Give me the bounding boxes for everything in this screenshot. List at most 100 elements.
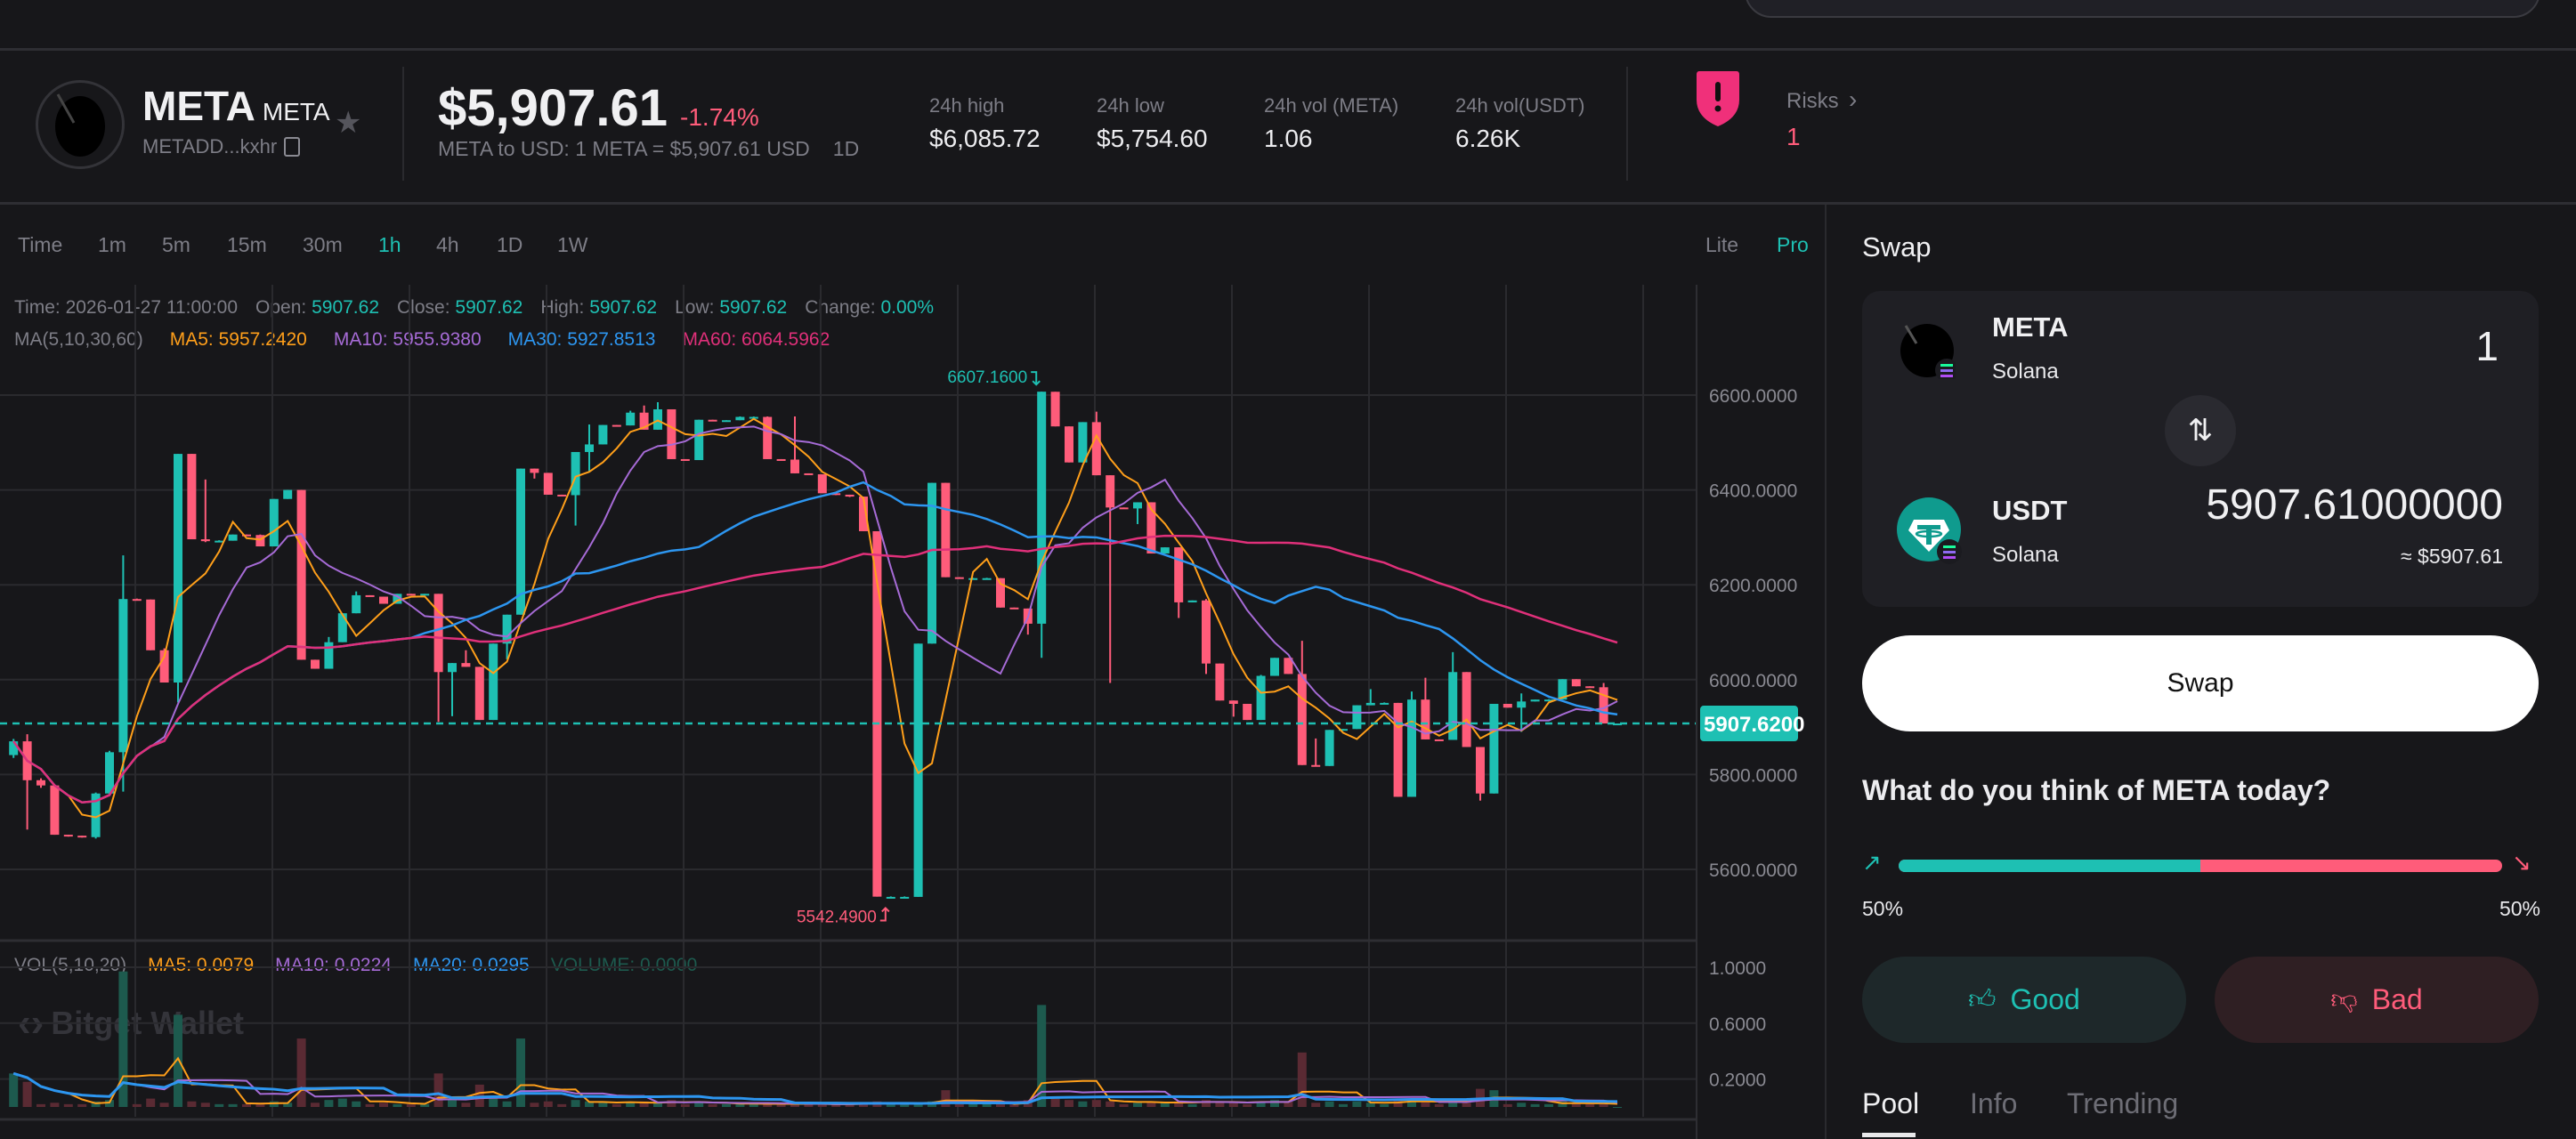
volume-bar (982, 1103, 992, 1107)
candle-body (296, 489, 306, 660)
favorite-star-icon[interactable]: ★ (335, 106, 362, 140)
timeframe-30m[interactable]: 30m (303, 233, 343, 256)
watermark-logo: ‹› Bitget Wallet (18, 1001, 244, 1045)
candle (626, 410, 636, 426)
volume-bar (502, 1101, 512, 1107)
candle (1365, 689, 1375, 706)
mode-lite[interactable]: Lite (1705, 233, 1739, 256)
volume-bar (612, 1103, 621, 1107)
candle (406, 594, 416, 596)
volume-bar (1571, 1103, 1581, 1107)
candle (365, 594, 375, 597)
from-token-chain: Solana (1992, 359, 2059, 384)
candle (571, 451, 580, 526)
volume-bar (913, 1103, 923, 1107)
to-token-icon[interactable] (1896, 497, 1967, 568)
timeframe-1d[interactable]: 1D (497, 233, 523, 256)
candle (1599, 683, 1608, 724)
tab-trending[interactable]: Trending (2067, 1087, 2179, 1119)
from-token-icon[interactable] (1900, 324, 1958, 382)
candle-body (379, 596, 388, 604)
search-bar[interactable] (1745, 0, 2540, 18)
last-price-label: 5907.6200 (1704, 713, 1804, 737)
volume-bar (1476, 1088, 1485, 1107)
candle-body (1228, 700, 1238, 704)
candle-body (749, 416, 758, 419)
candle (1339, 729, 1348, 731)
candle-body (954, 577, 964, 579)
good-button[interactable]: 👍︎ Good (1862, 957, 2186, 1043)
mode-pro[interactable]: Pro (1777, 233, 1809, 256)
candle-body (474, 666, 484, 721)
volume-ma-lines (12, 1056, 1618, 1105)
volume-bar (1530, 1103, 1540, 1107)
timeframe-1w[interactable]: 1W (557, 233, 588, 256)
from-amount-input[interactable] (2225, 320, 2500, 372)
candle-body (1489, 703, 1499, 794)
volume-bar (77, 1103, 87, 1107)
risks-button[interactable]: Risks › 1 (1696, 69, 1963, 150)
candle-body (1078, 422, 1088, 463)
bad-button[interactable]: 👎︎ Bad (2215, 957, 2539, 1043)
candle (543, 473, 553, 495)
candle-body (585, 444, 594, 452)
token-header (0, 51, 2576, 205)
min-price-label: 5542.4900 (797, 908, 877, 926)
volume-tick-label: 1.0000 (1709, 958, 1766, 979)
candle-body (311, 659, 320, 669)
candle (1517, 693, 1527, 732)
candle (598, 424, 608, 445)
volume-bar (928, 1101, 936, 1107)
timeframe-15m[interactable]: 15m (227, 233, 267, 256)
candle-body (36, 780, 45, 786)
candle (379, 596, 388, 604)
volume-bar (1202, 1100, 1211, 1107)
candle-body (255, 535, 265, 547)
candle (1544, 699, 1553, 702)
max-price-label: 6607.1600 (947, 368, 1027, 387)
timeframe-1h[interactable]: 1h (378, 233, 401, 256)
candle-body (1421, 699, 1430, 739)
volume-bar (22, 1081, 32, 1107)
tab-info[interactable]: Info (1970, 1087, 2018, 1119)
candle-body (735, 416, 745, 421)
swap-direction-button[interactable]: ⇅ (2165, 395, 2236, 466)
tab-pool[interactable]: Pool (1862, 1087, 1920, 1119)
candle (1009, 607, 1019, 610)
volume-bar (763, 1103, 773, 1107)
volume-bar (1256, 1101, 1266, 1107)
candle (1297, 641, 1307, 765)
volume-bar (420, 1103, 430, 1107)
copy-icon[interactable] (284, 137, 301, 157)
volume-bar (804, 1103, 814, 1107)
candle-body (50, 785, 60, 836)
candle-body (1544, 699, 1553, 702)
candle-body (530, 468, 539, 473)
volume-bar (474, 1084, 484, 1107)
swap-button[interactable]: Swap (1862, 635, 2539, 731)
candle (530, 468, 539, 479)
timeframe-4h[interactable]: 4h (436, 233, 459, 256)
candle-body (502, 614, 512, 644)
token-name: META (142, 83, 255, 129)
volume-bar (1407, 1098, 1416, 1107)
candle-body (886, 896, 895, 899)
timeframe-5m[interactable]: 5m (162, 233, 190, 256)
volume-bar (598, 1103, 608, 1107)
timeframe-time[interactable]: Time (18, 233, 63, 256)
volume-bar (1448, 1101, 1458, 1107)
volume-bar (1311, 1103, 1321, 1107)
volume-bar (585, 1101, 594, 1107)
volume-bar (1434, 1103, 1444, 1107)
candle (269, 498, 279, 547)
ma-lines (0, 371, 1697, 922)
volume-bar (461, 1103, 471, 1107)
candle (735, 416, 745, 421)
candle (77, 836, 87, 838)
to-token-symbol: USDT (1992, 495, 2068, 526)
candle-body (1434, 739, 1444, 741)
timeframe-1m[interactable]: 1m (98, 233, 126, 256)
candle (1558, 679, 1567, 700)
swap-arrows-icon: ⇅ (2187, 414, 2214, 448)
period-label[interactable]: 1D (832, 137, 860, 160)
